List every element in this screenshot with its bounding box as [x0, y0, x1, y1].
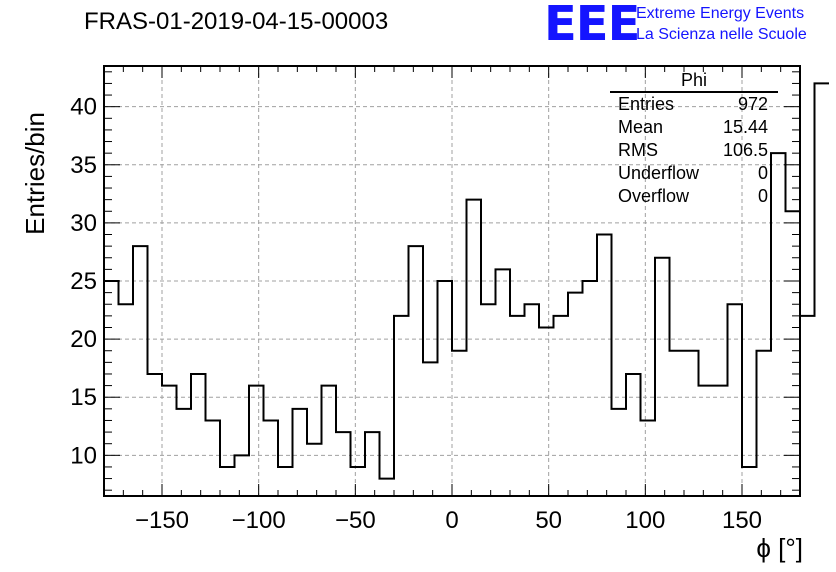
x-tick-label: 50 [535, 507, 562, 534]
x-axis-label: ϕ [°] [756, 533, 803, 563]
stats-key: Overflow [618, 186, 690, 206]
x-tick-label: −50 [335, 507, 376, 534]
plot-frame [103, 65, 801, 497]
y-tick-label: 25 [70, 268, 97, 295]
stats-row: RMS 106.5 [610, 139, 778, 162]
stats-value: 0 [757, 186, 768, 206]
x-tick-label: −100 [232, 507, 286, 534]
x-tick-label: 100 [625, 507, 665, 534]
x-tick-label: 0 [445, 507, 458, 534]
y-tick-label: 30 [70, 210, 97, 237]
eee-logo: EEE [544, 0, 640, 52]
stats-row: Underflow 0 [610, 162, 778, 185]
stats-key: Entries [618, 94, 675, 114]
stats-value: 0 [757, 163, 768, 183]
stats-key: Mean [618, 117, 664, 137]
stats-box: Phi Entries 972 Mean 15.44 RMS 106.5 Underf… [610, 70, 778, 208]
stats-value: 106.5 [722, 140, 768, 160]
x-tick-label: 150 [722, 507, 762, 534]
x-tick-label: −150 [135, 507, 189, 534]
y-tick-label: 35 [70, 152, 97, 179]
logo-caption-line1: Extreme Energy Events [636, 5, 805, 22]
chart-title: FRAS-01-2019-04-15-00003 [84, 8, 389, 35]
stats-row: Overflow 0 [610, 185, 778, 208]
stats-row: Entries 972 [610, 93, 778, 116]
stats-key: RMS [618, 140, 658, 160]
y-tick-label: 40 [70, 94, 97, 121]
y-tick-label: 20 [70, 326, 97, 353]
stats-row: Mean 15.44 [610, 116, 778, 139]
stats-key: Underflow [618, 163, 700, 183]
y-tick-label: 10 [70, 442, 97, 469]
logo-caption: Extreme Energy Events La Scienza nelle S… [636, 3, 807, 45]
stats-value: 972 [737, 94, 768, 114]
stats-value: 15.44 [722, 117, 768, 137]
stats-title: Phi [610, 70, 778, 93]
histogram-line [104, 82, 829, 480]
y-tick-label: 15 [70, 384, 97, 411]
logo-caption-line2: La Scienza nelle Scuole [636, 26, 807, 43]
